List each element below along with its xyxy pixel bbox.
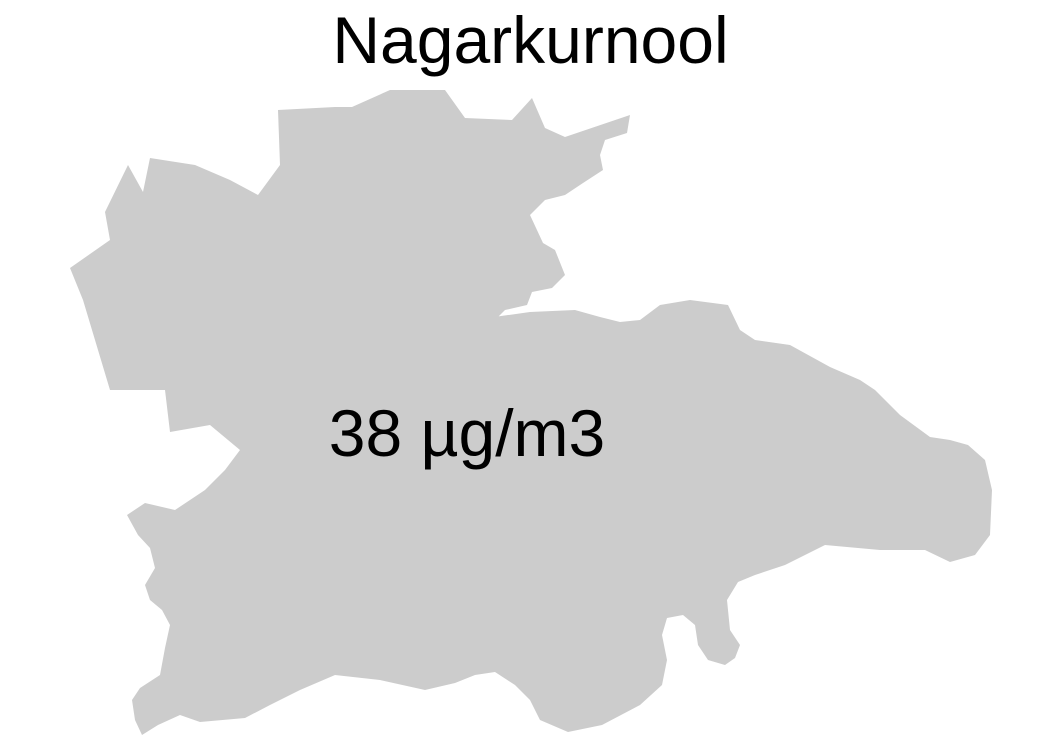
- district-region-shape: [70, 90, 992, 735]
- map-title: Nagarkurnool: [332, 3, 729, 77]
- district-value-label: 38 µg/m3: [329, 396, 606, 470]
